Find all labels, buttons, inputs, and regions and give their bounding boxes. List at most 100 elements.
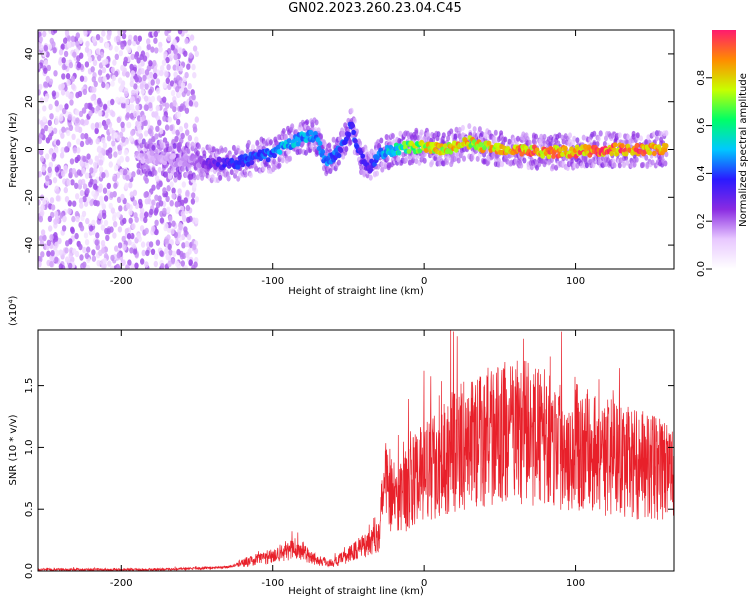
- noise-speck: [164, 71, 169, 78]
- noise-speck: [98, 110, 103, 117]
- colorbar-tick-label: 0.4: [696, 165, 707, 181]
- ridge-core: [551, 153, 556, 159]
- noise-speck: [155, 125, 160, 132]
- noise-speck: [183, 30, 189, 34]
- ridge-halo: [596, 135, 601, 142]
- noise-speck: [173, 231, 178, 238]
- noise-speck: [172, 250, 177, 257]
- noise-speck: [79, 75, 85, 82]
- ridge-halo: [352, 117, 357, 124]
- noise-speck: [40, 128, 45, 135]
- noise-speck: [97, 212, 103, 220]
- noise-speck: [60, 82, 65, 90]
- noise-speck: [52, 177, 58, 184]
- ridge-halo: [251, 144, 255, 151]
- noise-speck: [112, 232, 117, 239]
- noise-speck: [58, 104, 64, 111]
- noise-speck: [42, 30, 47, 38]
- noise-speck: [125, 98, 130, 105]
- spectrogram-x-label: Height of straight line (km): [288, 286, 424, 297]
- noise-speck: [82, 261, 87, 268]
- ridge-halo: [477, 126, 482, 133]
- ridge-halo: [255, 139, 260, 146]
- noise-speck: [38, 36, 44, 43]
- noise-speck: [64, 103, 69, 110]
- noise-speck: [129, 103, 135, 111]
- noise-speck: [158, 41, 163, 49]
- noise-speck: [125, 155, 130, 163]
- noise-speck: [47, 215, 53, 223]
- ridge-halo: [305, 119, 310, 126]
- noise-speck: [50, 250, 55, 257]
- noise-speck: [103, 252, 109, 260]
- noise-speck: [38, 256, 43, 263]
- noise-speck: [79, 225, 85, 232]
- noise-speck: [47, 134, 53, 141]
- noise-speck: [190, 89, 195, 96]
- noise-speck: [159, 250, 164, 257]
- noise-speck: [134, 262, 139, 269]
- noise-speck: [151, 225, 156, 232]
- noise-speck: [154, 175, 160, 182]
- noise-speck: [146, 43, 151, 51]
- ridge-core: [486, 140, 492, 146]
- ridge-halo: [153, 169, 158, 176]
- noise-speck: [120, 43, 125, 50]
- spectrogram-area: [38, 30, 669, 269]
- noise-speck: [79, 189, 85, 197]
- noise-speck: [90, 66, 95, 73]
- noise-speck: [101, 30, 106, 37]
- noise-speck: [84, 61, 90, 68]
- noise-speck: [194, 217, 199, 224]
- noise-speck: [158, 200, 164, 207]
- snr-y-tick-label: 0.0: [24, 563, 35, 579]
- noise-speck: [38, 83, 43, 91]
- noise-speck: [104, 111, 109, 119]
- noise-speck: [55, 188, 60, 195]
- chart-title: GN02.2023.260.23.04.C45: [288, 1, 462, 16]
- ridge-core: [540, 153, 545, 159]
- noise-speck: [161, 59, 167, 66]
- noise-speck: [87, 56, 93, 63]
- noise-speck: [55, 139, 61, 146]
- ridge-halo: [453, 133, 458, 140]
- noise-speck: [96, 260, 101, 267]
- noise-speck: [117, 30, 122, 36]
- ridge-halo: [309, 143, 314, 150]
- noise-speck: [178, 65, 184, 72]
- ridge-halo: [430, 159, 435, 166]
- ridge-core: [620, 143, 625, 149]
- noise-speck: [130, 70, 136, 77]
- ridge-halo: [551, 163, 555, 170]
- noise-speck: [135, 97, 140, 105]
- noise-speck: [78, 197, 84, 204]
- noise-speck: [63, 50, 69, 58]
- noise-speck: [76, 169, 82, 176]
- noise-speck: [130, 129, 135, 137]
- ridge-core: [277, 149, 283, 155]
- noise-speck: [131, 223, 136, 230]
- ridge-core: [662, 147, 668, 153]
- snr-x-tick-label: 0: [421, 578, 427, 589]
- ridge-halo: [598, 130, 603, 137]
- noise-speck: [177, 195, 182, 203]
- ridge-core: [417, 148, 423, 154]
- noise-speck: [192, 126, 198, 133]
- noise-speck: [194, 116, 199, 123]
- ridge-core: [612, 142, 618, 148]
- ridge-core: [519, 151, 525, 157]
- noise-speck: [72, 248, 77, 255]
- noise-speck: [63, 165, 68, 172]
- noise-speck: [81, 210, 87, 218]
- noise-speck: [151, 199, 156, 206]
- noise-speck: [74, 210, 80, 218]
- noise-speck: [102, 187, 108, 194]
- noise-speck: [79, 202, 84, 209]
- noise-speck: [180, 132, 185, 140]
- noise-speck: [101, 137, 106, 144]
- ridge-core: [217, 157, 223, 163]
- noise-speck: [159, 217, 165, 224]
- ridge-halo: [419, 129, 424, 136]
- noise-speck: [174, 135, 179, 143]
- noise-speck: [68, 252, 73, 259]
